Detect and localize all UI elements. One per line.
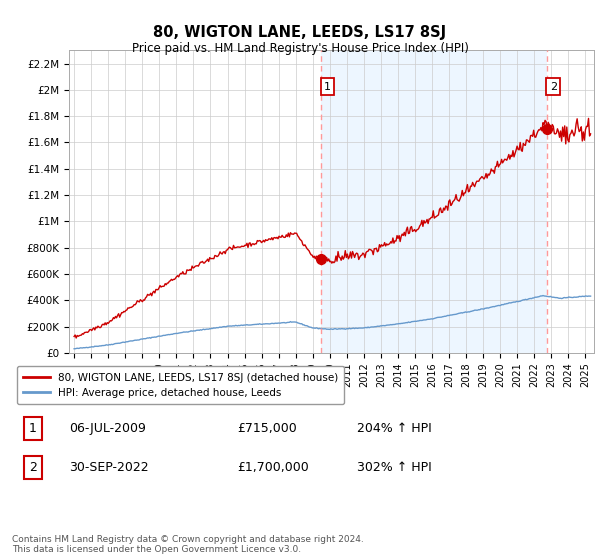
Text: Price paid vs. HM Land Registry's House Price Index (HPI): Price paid vs. HM Land Registry's House … bbox=[131, 42, 469, 55]
Text: 2: 2 bbox=[550, 82, 557, 92]
Text: 30-SEP-2022: 30-SEP-2022 bbox=[69, 461, 149, 474]
Text: 2: 2 bbox=[29, 461, 37, 474]
Text: 204% ↑ HPI: 204% ↑ HPI bbox=[357, 422, 432, 435]
Text: £1,700,000: £1,700,000 bbox=[237, 461, 309, 474]
Text: 302% ↑ HPI: 302% ↑ HPI bbox=[357, 461, 432, 474]
Text: 06-JUL-2009: 06-JUL-2009 bbox=[69, 422, 146, 435]
Text: 80, WIGTON LANE, LEEDS, LS17 8SJ: 80, WIGTON LANE, LEEDS, LS17 8SJ bbox=[154, 25, 446, 40]
Text: 1: 1 bbox=[29, 422, 37, 435]
Text: £715,000: £715,000 bbox=[237, 422, 297, 435]
Legend: 80, WIGTON LANE, LEEDS, LS17 8SJ (detached house), HPI: Average price, detached : 80, WIGTON LANE, LEEDS, LS17 8SJ (detach… bbox=[17, 366, 344, 404]
Text: 1: 1 bbox=[324, 82, 331, 92]
Text: Contains HM Land Registry data © Crown copyright and database right 2024.
This d: Contains HM Land Registry data © Crown c… bbox=[12, 535, 364, 554]
Bar bbox=[322, 50, 547, 353]
